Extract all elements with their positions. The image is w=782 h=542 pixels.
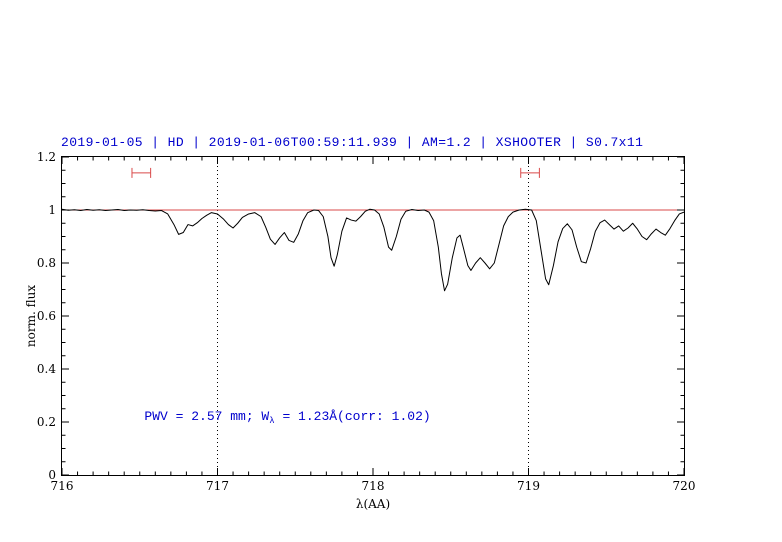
spectrum-line [61, 208, 685, 292]
plot-title: 2019-01-05 | HD | 2019-01-06T00:59:11.93… [61, 135, 644, 150]
plot-frame [61, 156, 685, 476]
annotation-suffix: = 1.23Å(corr: 1.02) [274, 409, 431, 424]
annotation-prefix: PWV = 2.57 mm; W [144, 409, 270, 424]
y-tick-label: 0.2 [36, 415, 56, 429]
x-tick-label: 720 [672, 479, 696, 493]
x-axis-title: λ(AA) [355, 497, 391, 511]
y-tick-label: 0.4 [36, 362, 56, 376]
x-tick-label: 718 [361, 479, 385, 493]
y-tick-label: 0.6 [36, 309, 56, 323]
y-tick-label: 0.8 [36, 256, 56, 270]
x-tick-label: 716 [50, 479, 74, 493]
plot-canvas [61, 156, 685, 476]
y-tick-label: 0 [48, 468, 56, 482]
y-tick-label: 1 [48, 203, 56, 217]
x-tick-label: 719 [517, 479, 540, 493]
y-tick-label: 1.2 [36, 150, 56, 164]
x-tick-label: 717 [206, 479, 229, 493]
annotation-lambda-subscript: λ [269, 416, 275, 426]
pwv-annotation: PWV = 2.57 mm; Wλ = 1.23Å(corr: 1.02) [144, 409, 430, 426]
